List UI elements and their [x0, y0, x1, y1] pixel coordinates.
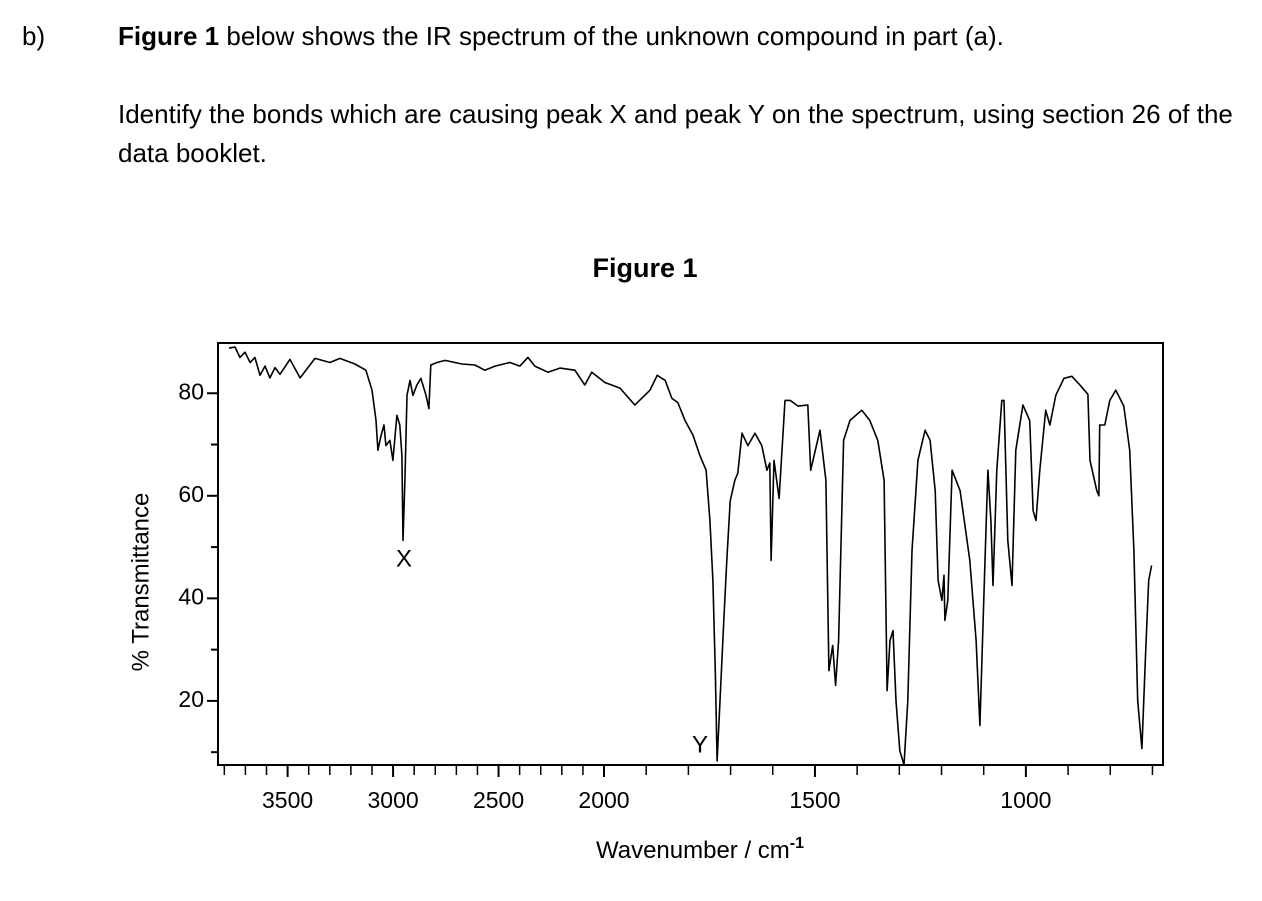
figure-reference: Figure 1 — [118, 21, 220, 51]
peak-annotation: X — [396, 545, 412, 572]
peak-annotation: Y — [692, 731, 708, 758]
spectrum-line — [228, 346, 1153, 766]
x-tick-label: 1500 — [789, 787, 840, 813]
y-axis-label: % Transmittance — [127, 493, 154, 672]
chart-title: Figure 1 — [592, 253, 697, 283]
x-tick-label: 1000 — [1000, 787, 1051, 813]
x-tick-label: 2500 — [473, 787, 524, 813]
y-tick-label: 80 — [178, 378, 204, 404]
question-label: b) — [22, 21, 46, 51]
y-tick-label: 40 — [178, 583, 204, 609]
lead-text: below shows the IR spectrum of the unkno… — [219, 21, 1004, 51]
x-tick-label: 2000 — [578, 787, 629, 813]
x-axis-label-superscript: -1 — [790, 835, 804, 852]
x-tick-label: 3500 — [262, 787, 313, 813]
x-axis-label-text: Wavenumber / cm — [596, 837, 790, 864]
instruction: Identify the bonds which are causing pea… — [118, 99, 1233, 168]
plot-frame — [217, 342, 1164, 766]
y-tick-label: 20 — [178, 686, 204, 712]
lead-paragraph: Figure 1 below shows the IR spectrum of … — [118, 17, 1258, 56]
y-tick-label: 60 — [178, 481, 204, 507]
x-tick-label: 3000 — [367, 787, 418, 813]
x-axis-label: Wavenumber / cm-1 — [596, 835, 804, 864]
